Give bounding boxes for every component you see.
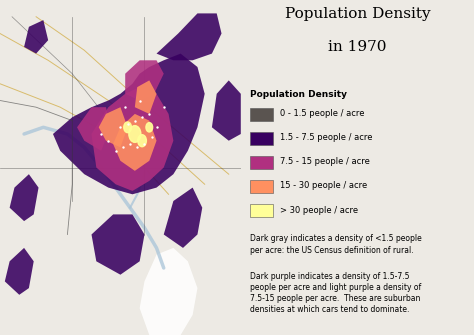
Point — [124, 121, 131, 127]
Circle shape — [124, 122, 131, 133]
Text: Population Density: Population Density — [284, 7, 430, 21]
Circle shape — [138, 135, 146, 147]
Point — [146, 111, 153, 117]
Point — [141, 141, 148, 147]
Point — [138, 115, 146, 120]
Polygon shape — [77, 107, 111, 151]
Bar — [250, 180, 273, 193]
Polygon shape — [99, 107, 128, 147]
Polygon shape — [135, 80, 156, 114]
Polygon shape — [212, 80, 241, 141]
Circle shape — [146, 123, 153, 132]
Polygon shape — [125, 60, 164, 100]
Text: Population Density: Population Density — [250, 90, 347, 99]
Text: Dark purple indicates a density of 1.5-7.5
people per acre and light purple a de: Dark purple indicates a density of 1.5-7… — [250, 272, 421, 314]
Text: 15 - 30 people / acre: 15 - 30 people / acre — [281, 182, 368, 190]
Text: 7.5 - 15 people / acre: 7.5 - 15 people / acre — [281, 157, 370, 166]
Polygon shape — [91, 87, 173, 191]
Polygon shape — [24, 20, 48, 54]
Point — [131, 118, 138, 123]
Polygon shape — [5, 248, 34, 295]
Text: in 1970: in 1970 — [328, 40, 387, 54]
Point — [97, 131, 105, 137]
Polygon shape — [9, 174, 38, 221]
Bar — [250, 156, 273, 169]
Text: Dark gray indicates a density of <1.5 people
per acre: the US Census definition : Dark gray indicates a density of <1.5 pe… — [250, 234, 422, 255]
Text: 1.5 - 7.5 people / acre: 1.5 - 7.5 people / acre — [281, 133, 373, 142]
Point — [136, 98, 144, 103]
Point — [160, 105, 167, 110]
Point — [105, 138, 112, 143]
Bar — [250, 204, 273, 217]
Polygon shape — [91, 214, 145, 275]
Text: > 30 people / acre: > 30 people / acre — [281, 206, 358, 214]
Point — [134, 145, 141, 150]
Polygon shape — [164, 188, 202, 248]
Circle shape — [129, 126, 141, 142]
Polygon shape — [140, 248, 198, 335]
Point — [117, 125, 124, 130]
Polygon shape — [113, 114, 156, 171]
Point — [112, 148, 119, 153]
Point — [126, 141, 134, 147]
Polygon shape — [53, 54, 205, 194]
Point — [119, 145, 127, 150]
Text: 0 - 1.5 people / acre: 0 - 1.5 people / acre — [281, 109, 365, 118]
Point — [148, 135, 155, 140]
Bar — [250, 108, 273, 121]
Point — [153, 125, 160, 130]
Polygon shape — [156, 13, 221, 60]
Point — [121, 105, 129, 110]
Bar — [250, 132, 273, 145]
